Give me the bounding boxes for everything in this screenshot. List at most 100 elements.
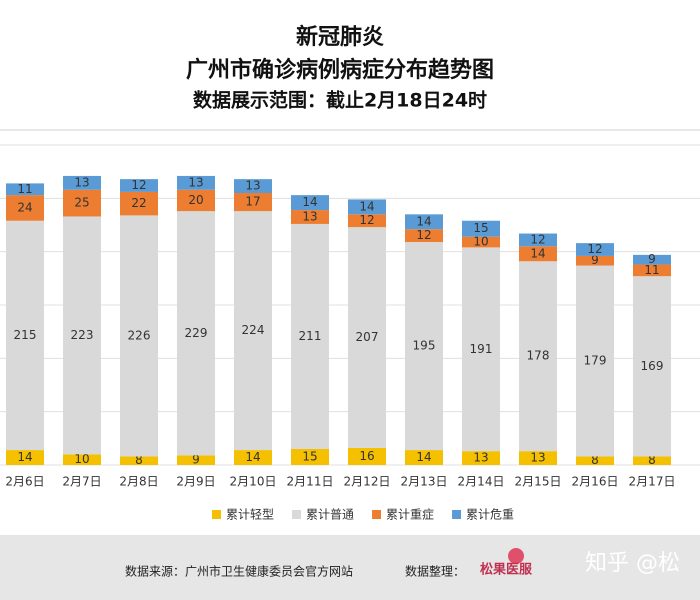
value-label: 13 xyxy=(74,175,89,189)
bar-segment xyxy=(6,450,44,465)
title: 新冠肺炎 xyxy=(296,24,384,50)
bar-segment xyxy=(348,199,386,215)
bar-segment xyxy=(120,215,158,457)
bar-segment xyxy=(405,450,443,465)
bar-segment xyxy=(462,451,500,465)
bar-segment xyxy=(63,175,101,190)
value-label: 15 xyxy=(302,450,317,464)
value-label: 17 xyxy=(245,195,260,209)
bar-segment xyxy=(6,183,44,196)
bar-segment xyxy=(63,189,101,217)
bar-segment xyxy=(633,264,671,277)
legend-swatch xyxy=(212,510,221,519)
watermark: 知乎 @松 xyxy=(585,551,680,576)
value-label: 24 xyxy=(17,200,32,214)
x-tick-label: 2月13日 xyxy=(401,475,448,489)
value-label: 25 xyxy=(74,196,89,210)
bar-segment xyxy=(462,236,500,248)
x-tick-label: 2月6日 xyxy=(5,475,44,489)
organizer: 数据整理： xyxy=(405,564,465,579)
value-label: 229 xyxy=(185,326,208,340)
bar-segment xyxy=(234,193,272,212)
legend-swatch xyxy=(372,510,382,519)
value-label: 226 xyxy=(128,328,151,342)
value-label: 10 xyxy=(473,235,488,249)
bar-segment xyxy=(462,220,500,237)
value-label: 15 xyxy=(473,221,488,235)
value-label: 191 xyxy=(470,342,493,356)
bar-segment xyxy=(519,246,557,262)
bar-segment xyxy=(576,243,614,256)
x-tick-label: 2月9日 xyxy=(176,475,215,489)
bar-segment xyxy=(6,220,44,451)
bar-segment xyxy=(291,210,329,224)
bar-segment xyxy=(519,261,557,452)
value-label: 207 xyxy=(356,330,379,344)
value-label: 14 xyxy=(302,195,317,209)
x-tick-label: 2月16日 xyxy=(572,475,619,489)
logo: 松果医服 xyxy=(480,562,533,578)
value-label: 14 xyxy=(416,450,431,464)
legend-label: 累计重症 xyxy=(386,507,434,522)
legend-label: 累计危重 xyxy=(466,508,514,522)
value-label: 20 xyxy=(188,193,203,207)
bar-segment xyxy=(462,247,500,452)
footer-background xyxy=(0,535,700,600)
plot: 14 215 24 11 2月6日 10 223 25 13 2月7日 8 226 22 12 2月8日 9 2… xyxy=(0,144,700,522)
value-label: 8 xyxy=(648,453,656,467)
bar-segment xyxy=(405,229,443,243)
bar-segment xyxy=(120,456,158,465)
bar-segment xyxy=(234,211,272,451)
value-label: 11 xyxy=(644,263,659,277)
bar-segment xyxy=(177,211,215,456)
x-tick-label: 2月12日 xyxy=(344,475,391,489)
bar-segment xyxy=(348,227,386,448)
value-label: 14 xyxy=(17,450,32,464)
bar-segment xyxy=(63,454,101,465)
value-label: 14 xyxy=(530,246,545,260)
legend-swatch xyxy=(292,510,302,519)
bar-segment xyxy=(291,449,329,465)
bar-segment xyxy=(633,276,671,457)
value-label: 9 xyxy=(192,453,200,467)
bar-segment xyxy=(234,179,272,193)
x-tick-label: 2月7日 xyxy=(62,475,101,489)
bar-segment xyxy=(576,456,614,465)
x-tick-label: 2月8日 xyxy=(119,475,158,489)
value-label: 178 xyxy=(527,349,550,363)
x-tick-label: 2月17日 xyxy=(629,475,676,489)
value-label: 13 xyxy=(530,451,545,465)
legend-label: 累计轻型 xyxy=(226,508,274,522)
value-label: 12 xyxy=(587,242,602,256)
value-label: 16 xyxy=(359,449,374,463)
value-label: 13 xyxy=(245,179,260,193)
bar-segment xyxy=(576,265,614,457)
bar-segment xyxy=(6,195,44,221)
x-tick-label: 2月15日 xyxy=(515,475,562,489)
bar-segment xyxy=(348,214,386,228)
x-tick-label: 2月10日 xyxy=(230,475,277,489)
logo-icon xyxy=(508,548,524,564)
value-label: 223 xyxy=(71,328,94,342)
value-label: 9 xyxy=(648,252,656,266)
value-label: 179 xyxy=(584,354,607,368)
bar-segment xyxy=(291,195,329,211)
value-label: 169 xyxy=(641,359,664,373)
subtitle: 广州市确诊病例病症分布趋势图 xyxy=(186,57,494,83)
value-label: 22 xyxy=(131,196,146,210)
bar-segment xyxy=(177,175,215,190)
source: 数据来源：广州市卫生健康委员会官方网站 xyxy=(125,564,353,579)
x-tick-label: 2月14日 xyxy=(458,475,505,489)
value-label: 195 xyxy=(413,339,436,353)
value-label: 14 xyxy=(359,199,374,213)
x-tick-label: 2月11日 xyxy=(287,475,334,489)
value-label: 14 xyxy=(245,450,260,464)
bar-segment xyxy=(633,254,671,265)
value-label: 12 xyxy=(131,178,146,192)
bar-segment xyxy=(348,447,386,465)
bar-segment xyxy=(177,455,215,465)
value-label: 13 xyxy=(473,451,488,465)
value-label: 14 xyxy=(416,214,431,228)
legend-swatch xyxy=(452,510,462,519)
bar-segment xyxy=(405,214,443,230)
